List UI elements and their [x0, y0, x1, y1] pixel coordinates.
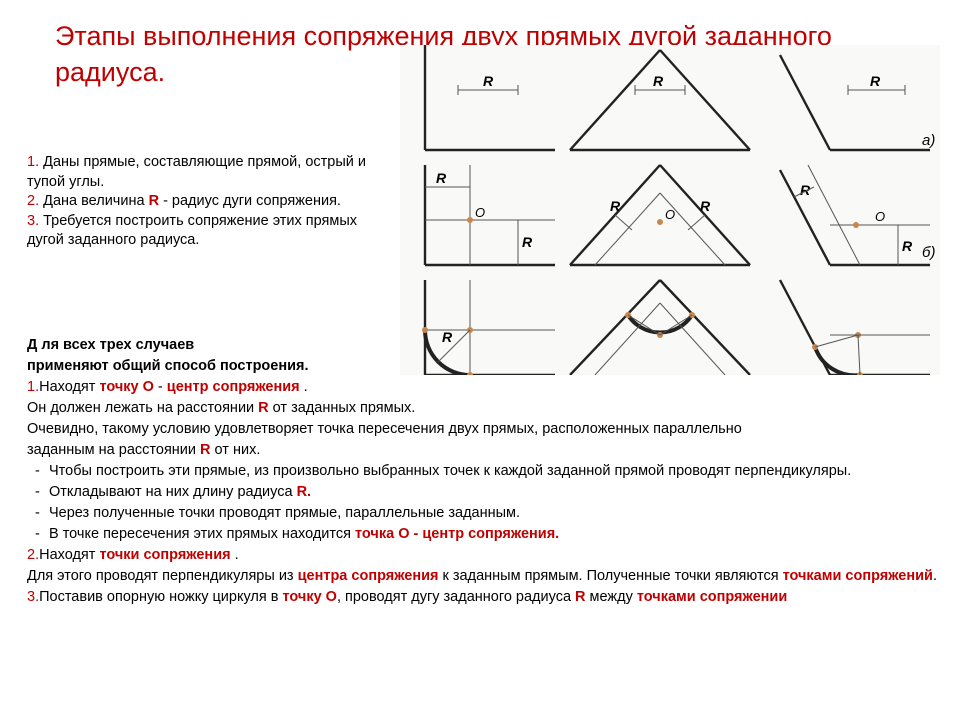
s2c: .: [231, 547, 239, 563]
intro-block: 1. Даны прямые, составляющие прямой, ост…: [27, 153, 387, 251]
p2-num: 2.: [27, 193, 43, 209]
s2dd: точками сопряжений: [783, 568, 933, 584]
p3-text: Требуется построить сопряжение этих прям…: [27, 213, 357, 249]
s1c: -: [154, 379, 167, 395]
svg-text:R: R: [436, 170, 447, 186]
s3e: точками сопряжении: [637, 589, 787, 605]
dash2: Откладывают на них длину радиуса R.: [35, 482, 937, 503]
steps-block: Д ля всех трех случаев применяют общий с…: [27, 335, 937, 608]
d1t: Чтобы построить эти прямые, из произволь…: [49, 461, 909, 482]
s2-num: 2.: [27, 547, 39, 563]
p1-num: 1.: [27, 154, 43, 170]
svg-text:R: R: [902, 238, 913, 254]
step1-head: 1.Находят точку О - центр сопряжения .: [27, 377, 937, 398]
diagram-svg: R R R а) O R R: [400, 45, 940, 375]
d4b: точка О - центр сопряжения.: [355, 526, 559, 542]
s1d: центр сопряжения: [167, 379, 300, 395]
s2dc: к заданным прямым. Полученные точки явля…: [439, 568, 783, 584]
intro-p2: 2. Дана величина R - радиус дуги сопряже…: [27, 192, 387, 212]
intro-p3: 3. Требуется построить сопряжение этих п…: [27, 212, 387, 251]
s2de: .: [933, 568, 937, 584]
svg-text:O: O: [475, 205, 485, 220]
svg-text:O: O: [665, 207, 675, 222]
step1-line2: Он должен лежать на расстоянии R от зада…: [27, 398, 937, 419]
s2da: Для этого проводят перпендикуляры из: [27, 568, 298, 584]
s3a: Поставив опорную ножку циркуля в: [39, 589, 282, 605]
intro-line1: Д ля всех трех случаев: [27, 335, 937, 356]
s3d: между: [586, 589, 637, 605]
d2a: Откладывают на них длину радиуса: [49, 484, 297, 500]
s1a: Находят: [39, 379, 99, 395]
d2t: Откладывают на них длину радиуса R.: [49, 482, 909, 503]
d4a: В точке пересечения этих прямых находитс…: [49, 526, 355, 542]
s1g: Очевидно, такому условию удовлетворяет т…: [27, 421, 742, 437]
d2R: R.: [297, 484, 312, 500]
svg-text:R: R: [522, 234, 533, 250]
p2a: Дана величина: [43, 193, 148, 209]
step3: 3.Поставив опорную ножку циркуля в точку…: [27, 587, 937, 608]
svg-text:R: R: [653, 73, 664, 89]
s3b: точку О: [283, 589, 337, 605]
step2-head: 2.Находят точки сопряжения .: [27, 545, 937, 566]
p2b: - радиус дуги сопряжения.: [159, 193, 341, 209]
svg-text:R: R: [870, 73, 881, 89]
s1fb: от заданных прямых.: [269, 400, 416, 416]
svg-text:O: O: [875, 209, 885, 224]
dash-list: Чтобы построить эти прямые, из произволь…: [35, 461, 937, 545]
dash1: Чтобы построить эти прямые, из произволь…: [35, 461, 937, 482]
svg-text:R: R: [700, 198, 711, 214]
s3c: , проводят дугу заданного радиуса: [337, 589, 575, 605]
s1ha: заданным на расстоянии: [27, 442, 200, 458]
s2a: Находят: [39, 547, 99, 563]
s1fR: R: [258, 400, 268, 416]
p1-text: Даны прямые, составляющие прямой, острый…: [27, 154, 366, 190]
s1hR: R: [200, 442, 210, 458]
d3t: Через полученные точки проводят прямые, …: [49, 503, 909, 524]
s1fa: Он должен лежать на расстоянии: [27, 400, 258, 416]
dash3: Через полученные точки проводят прямые, …: [35, 503, 937, 524]
step1-line4: заданным на расстоянии R от них.: [27, 440, 937, 461]
p3-num: 3.: [27, 213, 43, 229]
s3R: R: [575, 589, 585, 605]
s3-num: 3.: [27, 589, 39, 605]
s2db: центра сопряжения: [298, 568, 439, 584]
d4t: В точке пересечения этих прямых находитс…: [49, 524, 909, 545]
diagram: R R R а) O R R: [400, 45, 940, 375]
intro-p1: 1. Даны прямые, составляющие прямой, ост…: [27, 153, 387, 192]
svg-text:R: R: [800, 182, 811, 198]
svg-text:б): б): [922, 244, 935, 261]
s1e: .: [300, 379, 308, 395]
svg-text:R: R: [483, 73, 494, 89]
step1-line3: Очевидно, такому условию удовлетворяет т…: [27, 419, 937, 440]
s1b: точку О: [99, 379, 153, 395]
svg-text:а): а): [922, 132, 935, 149]
svg-text:R: R: [610, 198, 621, 214]
s2b: точки сопряжения: [99, 547, 230, 563]
p2-R: R: [149, 193, 159, 209]
intro-line2: применяют общий способ построения.: [27, 356, 937, 377]
s1-num: 1.: [27, 379, 39, 395]
step2-body: Для этого проводят перпендикуляры из цен…: [27, 566, 937, 587]
s1hb: от них.: [211, 442, 261, 458]
dash4: В точке пересечения этих прямых находитс…: [35, 524, 937, 545]
